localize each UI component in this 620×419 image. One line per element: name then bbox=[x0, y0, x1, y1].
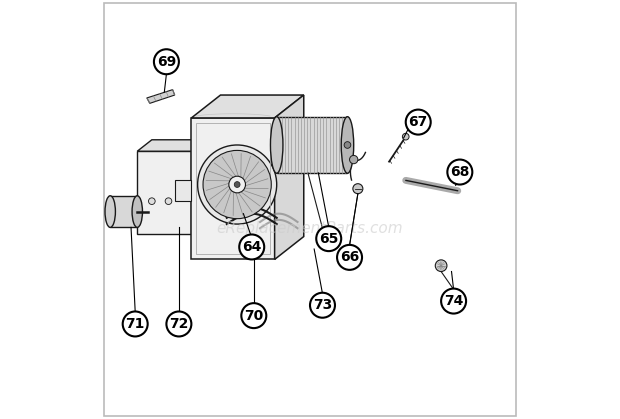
Text: 69: 69 bbox=[157, 55, 176, 69]
Circle shape bbox=[337, 245, 362, 270]
Ellipse shape bbox=[132, 196, 143, 228]
Text: 66: 66 bbox=[340, 251, 359, 264]
Circle shape bbox=[310, 293, 335, 318]
Circle shape bbox=[234, 181, 240, 187]
Text: 68: 68 bbox=[450, 165, 469, 179]
Text: 74: 74 bbox=[444, 294, 463, 308]
Circle shape bbox=[344, 142, 351, 148]
Polygon shape bbox=[192, 95, 304, 118]
Circle shape bbox=[316, 226, 341, 251]
Circle shape bbox=[402, 133, 409, 140]
Circle shape bbox=[239, 235, 264, 259]
Circle shape bbox=[229, 176, 246, 193]
Circle shape bbox=[353, 184, 363, 194]
Circle shape bbox=[154, 49, 179, 74]
Polygon shape bbox=[175, 180, 192, 201]
Ellipse shape bbox=[435, 260, 447, 272]
Polygon shape bbox=[110, 196, 137, 228]
Ellipse shape bbox=[341, 116, 353, 173]
Polygon shape bbox=[192, 118, 275, 259]
Circle shape bbox=[405, 110, 431, 134]
Text: 72: 72 bbox=[169, 317, 188, 331]
Polygon shape bbox=[147, 90, 175, 103]
Ellipse shape bbox=[270, 116, 283, 173]
Circle shape bbox=[166, 311, 192, 336]
Circle shape bbox=[149, 198, 155, 204]
Circle shape bbox=[441, 289, 466, 313]
Circle shape bbox=[350, 155, 358, 164]
Circle shape bbox=[165, 198, 172, 204]
Text: 70: 70 bbox=[244, 309, 264, 323]
Circle shape bbox=[123, 311, 148, 336]
Polygon shape bbox=[275, 95, 304, 259]
Circle shape bbox=[203, 150, 272, 219]
Circle shape bbox=[241, 303, 267, 328]
Polygon shape bbox=[137, 151, 192, 235]
Text: 71: 71 bbox=[125, 317, 145, 331]
Circle shape bbox=[448, 160, 472, 184]
Ellipse shape bbox=[105, 196, 115, 228]
Text: 67: 67 bbox=[409, 115, 428, 129]
Text: eReplacementParts.com: eReplacementParts.com bbox=[216, 221, 404, 236]
Polygon shape bbox=[277, 116, 347, 173]
Text: 73: 73 bbox=[313, 298, 332, 312]
Polygon shape bbox=[137, 140, 206, 151]
Circle shape bbox=[198, 145, 277, 224]
Text: 64: 64 bbox=[242, 240, 262, 254]
Text: 65: 65 bbox=[319, 232, 339, 246]
